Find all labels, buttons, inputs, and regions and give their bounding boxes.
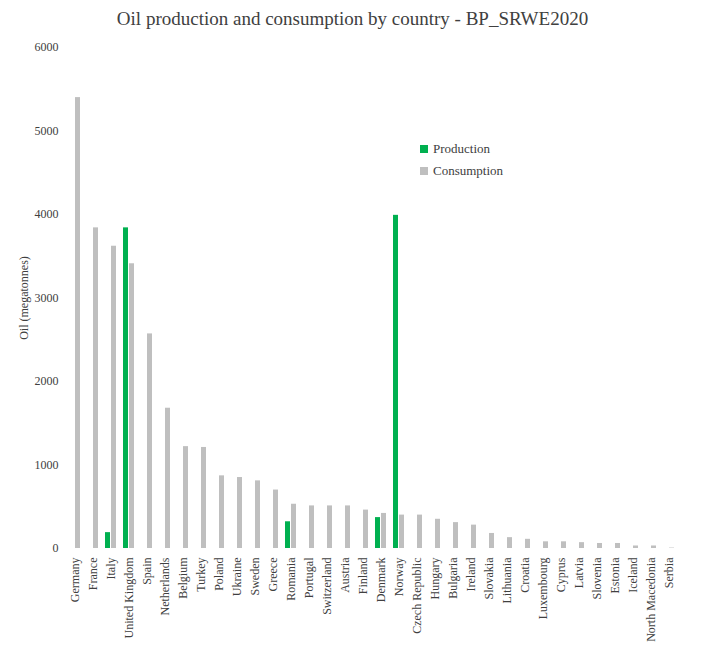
html-text:Consumption: Consumption	[433, 163, 504, 178]
svg-text:3000: 3000	[35, 291, 59, 305]
svg-text:Turkey: Turkey	[194, 558, 208, 592]
svg-text:Romania: Romania	[284, 557, 298, 601]
svg-text:Belgium: Belgium	[176, 557, 190, 599]
svg-text:Lithuania: Lithuania	[500, 557, 514, 604]
svg-text:Spain: Spain	[140, 558, 154, 585]
svg-text:Hungary: Hungary	[428, 558, 442, 600]
svg-text:Ukraine: Ukraine	[230, 558, 244, 597]
svg-text:Ireland: Ireland	[464, 558, 478, 592]
svg-text:Estonia: Estonia	[608, 557, 622, 594]
svg-text:Latvia: Latvia	[572, 557, 586, 588]
svg-text:Portugal: Portugal	[302, 557, 316, 598]
svg-text:Greece: Greece	[266, 558, 280, 592]
svg-text:Iceland: Iceland	[626, 558, 640, 593]
svg-text:Netherlands: Netherlands	[158, 557, 172, 615]
svg-text:5000: 5000	[35, 124, 59, 138]
svg-text:Poland: Poland	[212, 558, 226, 591]
svg-text:Austria: Austria	[338, 557, 352, 593]
svg-text:Italy: Italy	[104, 558, 118, 580]
svg-text:North Macedonia: North Macedonia	[644, 557, 658, 642]
html-text:Oil production and consumption: Oil production and consumption by countr…	[116, 8, 589, 29]
svg-text:0: 0	[53, 541, 59, 555]
svg-text:1000: 1000	[35, 458, 59, 472]
html-text:Production: Production	[433, 141, 491, 156]
svg-text:France: France	[86, 558, 100, 591]
svg-text:6000: 6000	[35, 40, 59, 54]
svg-text:Switzerland: Switzerland	[320, 558, 334, 615]
svg-text:Bulgaria: Bulgaria	[446, 557, 460, 599]
svg-text:Germany: Germany	[68, 558, 82, 603]
svg-text:4000: 4000	[35, 207, 59, 221]
svg-text:Croatia: Croatia	[518, 557, 532, 593]
svg-text:United Kingdom: United Kingdom	[122, 557, 136, 639]
svg-text:Czech Republic: Czech Republic	[410, 558, 424, 634]
svg-text:Sweden: Sweden	[248, 558, 262, 596]
svg-text:Norway: Norway	[392, 558, 406, 597]
svg-text:Slovenia: Slovenia	[590, 557, 604, 600]
svg-text:Luxembourg: Luxembourg	[536, 558, 550, 620]
svg-text:Finland: Finland	[356, 558, 370, 595]
svg-text:Slovakia: Slovakia	[482, 557, 496, 600]
svg-text:2000: 2000	[35, 374, 59, 388]
svg-text:Serbia: Serbia	[662, 557, 676, 588]
svg-text:Cyprus: Cyprus	[554, 557, 568, 592]
svg-text:Denmark: Denmark	[374, 558, 388, 603]
svg-text:Oil (megatonnes): Oil (megatonnes)	[17, 256, 31, 340]
